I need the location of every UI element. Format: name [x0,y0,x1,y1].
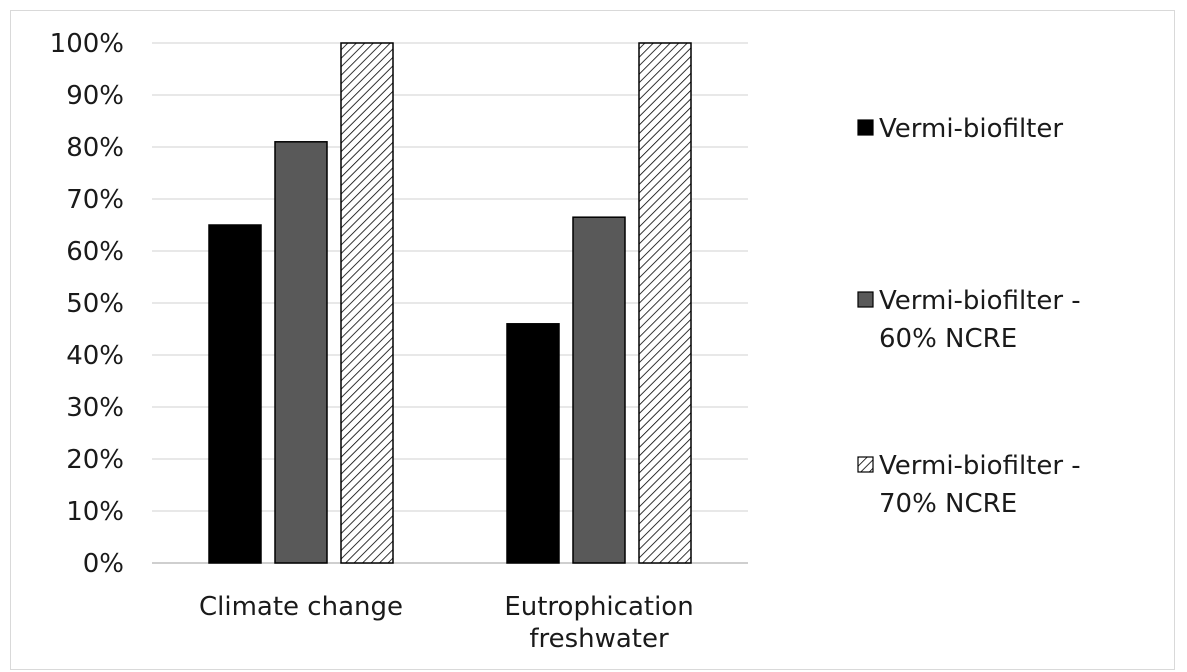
bar-series-3-category-2 [638,42,692,564]
y-tick-label: 90% [66,81,124,111]
y-tick-label: 100% [50,29,124,59]
y-tick-label: 40% [66,341,124,371]
y-tick-label: 60% [66,237,124,267]
y-tick-label: 50% [66,289,124,319]
y-tick-label: 20% [66,445,124,475]
bar-series-2-category-2 [572,216,626,564]
legend-label-line: Vermi-biofilter - [879,286,1081,316]
x-category-label-line: Eutrophication [504,592,693,622]
legend-label-line: 70% NCRE [879,489,1017,519]
legend-swatch [857,456,874,473]
legend-swatch [857,291,874,308]
bar-series-2-category-1 [274,141,328,564]
y-tick-label: 80% [66,133,124,163]
legend-label: Vermi-biofilter [879,114,1063,144]
bar-series-3-category-1 [340,42,394,564]
y-tick-label: 10% [66,497,124,527]
legend-item: Vermi-biofilter - 60% NCRE [857,286,1081,354]
bars [208,42,692,564]
legend-item: Vermi-biofilter - 70% NCRE [857,451,1081,519]
legend: Vermi-biofilter Vermi-biofilter - 60% NCRE… [857,114,1081,519]
legend-swatch [857,119,874,136]
bar-series-1-category-2 [506,323,560,564]
legend-label-line: Vermi-biofilter [879,114,1063,144]
bar-series-1-category-1 [208,224,262,564]
legend-label: Vermi-biofilter - 70% NCRE [879,451,1081,519]
x-category-label-line: freshwater [529,624,669,654]
labels: 0% 10% 20% 30% 40% 50% 60% 70% 80% 90% 100% Climate… [50,29,694,654]
x-category-label: Climate change [199,592,403,622]
legend-label: Vermi-biofilter - 60% NCRE [879,286,1081,354]
x-category-label-line: Climate change [199,592,403,622]
y-tick-label: 0% [83,549,124,579]
legend-label-line: 60% NCRE [879,324,1017,354]
y-tick-label: 70% [66,185,124,215]
x-category-label: Eutrophication freshwater [504,592,693,654]
legend-label-line: Vermi-biofilter - [879,451,1081,481]
legend-item: Vermi-biofilter [857,114,1063,144]
y-tick-label: 30% [66,393,124,423]
